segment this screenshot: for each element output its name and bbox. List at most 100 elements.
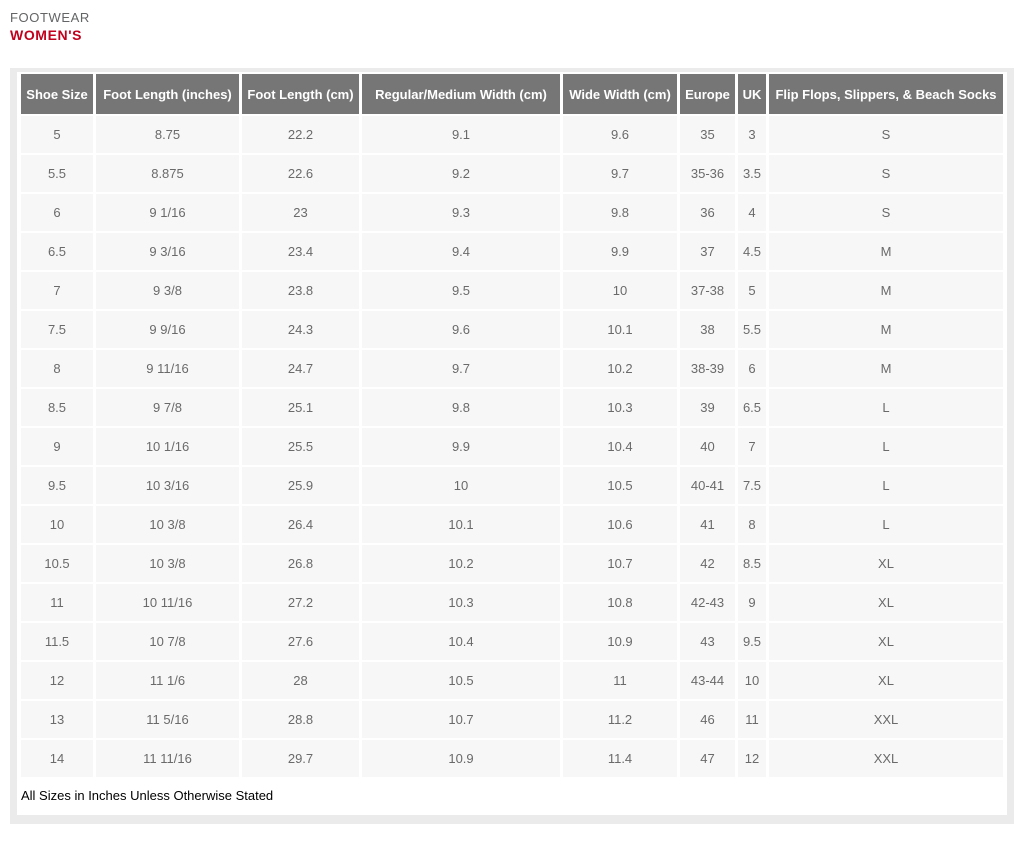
table-cell: 7 (738, 428, 766, 465)
column-header: UK (738, 74, 766, 114)
table-cell: 11 5/16 (96, 701, 239, 738)
table-cell: 9.9 (563, 233, 677, 270)
table-cell: 35 (680, 116, 735, 153)
table-cell: 10 3/8 (96, 545, 239, 582)
table-cell: M (769, 272, 1003, 309)
table-cell: XXL (769, 701, 1003, 738)
table-cell: 10 1/16 (96, 428, 239, 465)
table-cell: 9.6 (362, 311, 560, 348)
table-cell: 7.5 (21, 311, 93, 348)
table-cell: M (769, 233, 1003, 270)
table-cell: 10.7 (563, 545, 677, 582)
table-cell: 9.5 (738, 623, 766, 660)
size-chart-inner: Shoe Size Foot Length (inches) Foot Length… (17, 72, 1007, 815)
table-cell: 10.7 (362, 701, 560, 738)
column-header: Regular/Medium Width (cm) (362, 74, 560, 114)
table-cell: 10 3/16 (96, 467, 239, 504)
table-cell: 10.9 (362, 740, 560, 777)
table-cell: 10.1 (362, 506, 560, 543)
table-cell: 10 11/16 (96, 584, 239, 621)
table-row: 9 10 1/16 25.5 9.9 10.4 40 7 L (21, 428, 1003, 465)
table-cell: 10.6 (563, 506, 677, 543)
header-row: Shoe Size Foot Length (inches) Foot Length… (21, 74, 1003, 114)
table-cell: 10 (738, 662, 766, 699)
table-cell: 10.2 (563, 350, 677, 387)
table-cell: 22.2 (242, 116, 359, 153)
table-cell: 10 (563, 272, 677, 309)
table-cell: 9.3 (362, 194, 560, 231)
table-cell: 7 (21, 272, 93, 309)
table-cell: L (769, 389, 1003, 426)
table-cell: 13 (21, 701, 93, 738)
table-cell: 10.5 (362, 662, 560, 699)
table-row: 12 11 1/6 28 10.5 11 43-44 10 XL (21, 662, 1003, 699)
table-row: 7.5 9 9/16 24.3 9.6 10.1 38 5.5 M (21, 311, 1003, 348)
table-cell: 38 (680, 311, 735, 348)
table-row: 5.5 8.875 22.6 9.2 9.7 35-36 3.5 S (21, 155, 1003, 192)
table-cell: 23.8 (242, 272, 359, 309)
table-cell: 27.2 (242, 584, 359, 621)
table-cell: 12 (21, 662, 93, 699)
table-cell: 10.5 (21, 545, 93, 582)
table-cell: 12 (738, 740, 766, 777)
table-cell: 29.7 (242, 740, 359, 777)
table-cell: M (769, 350, 1003, 387)
table-cell: 10.4 (362, 623, 560, 660)
table-cell: 9.8 (362, 389, 560, 426)
table-cell: S (769, 194, 1003, 231)
table-cell: 26.4 (242, 506, 359, 543)
table-cell: 5 (738, 272, 766, 309)
column-header: Europe (680, 74, 735, 114)
column-header: Flip Flops, Slippers, & Beach Socks (769, 74, 1003, 114)
table-row: 10 10 3/8 26.4 10.1 10.6 41 8 L (21, 506, 1003, 543)
table-cell: 23.4 (242, 233, 359, 270)
table-cell: XL (769, 584, 1003, 621)
table-cell: 3.5 (738, 155, 766, 192)
table-cell: 9.5 (362, 272, 560, 309)
table-cell: 10.4 (563, 428, 677, 465)
table-cell: 9 (21, 428, 93, 465)
table-cell: 42-43 (680, 584, 735, 621)
table-cell: 5.5 (738, 311, 766, 348)
size-chart-table: Shoe Size Foot Length (inches) Foot Length… (18, 72, 1006, 779)
table-cell: 9 9/16 (96, 311, 239, 348)
table-cell: 11 (738, 701, 766, 738)
table-cell: 10 (21, 506, 93, 543)
table-cell: 28 (242, 662, 359, 699)
table-cell: 6.5 (738, 389, 766, 426)
page: FOOTWEAR WOMEN'S Shoe Size Foot Length (i… (10, 10, 1014, 824)
table-row: 6.5 9 3/16 23.4 9.4 9.9 37 4.5 M (21, 233, 1003, 270)
table-cell: 25.5 (242, 428, 359, 465)
table-cell: 11 11/16 (96, 740, 239, 777)
table-cell: 41 (680, 506, 735, 543)
table-cell: XL (769, 662, 1003, 699)
table-cell: 9 1/16 (96, 194, 239, 231)
table-cell: L (769, 428, 1003, 465)
table-cell: 9.9 (362, 428, 560, 465)
table-cell: 39 (680, 389, 735, 426)
page-title: WOMEN'S (10, 27, 83, 43)
table-cell: 35-36 (680, 155, 735, 192)
footnote: All Sizes in Inches Unless Otherwise Sta… (21, 788, 274, 803)
table-cell: 9 (738, 584, 766, 621)
table-cell: 9 3/16 (96, 233, 239, 270)
table-cell: 11.5 (21, 623, 93, 660)
table-cell: 9 3/8 (96, 272, 239, 309)
table-cell: 40-41 (680, 467, 735, 504)
table-cell: 6 (21, 194, 93, 231)
table-cell: 11.4 (563, 740, 677, 777)
table-row: 9.5 10 3/16 25.9 10 10.5 40-41 7.5 L (21, 467, 1003, 504)
table-cell: 8.5 (738, 545, 766, 582)
table-cell: 8 (21, 350, 93, 387)
table-cell: 11 (21, 584, 93, 621)
table-cell: 43 (680, 623, 735, 660)
table-cell: 9 11/16 (96, 350, 239, 387)
table-cell: L (769, 467, 1003, 504)
table-cell: 28.8 (242, 701, 359, 738)
table-cell: 11 (563, 662, 677, 699)
table-cell: 22.6 (242, 155, 359, 192)
table-cell: 36 (680, 194, 735, 231)
table-cell: 10.8 (563, 584, 677, 621)
